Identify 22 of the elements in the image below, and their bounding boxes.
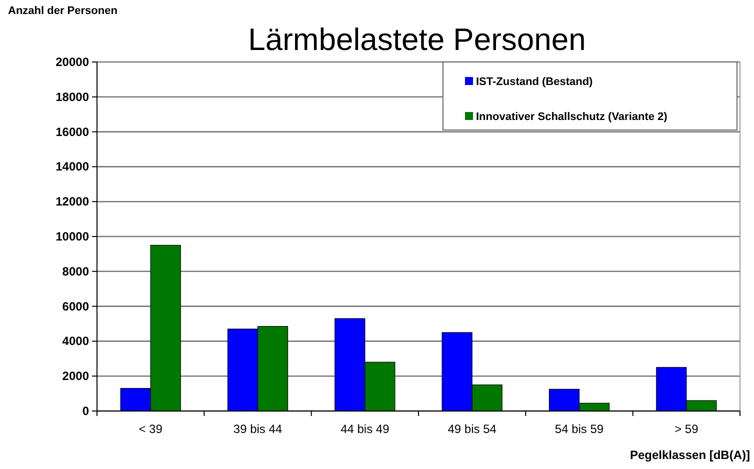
y-tick-label: 14000 — [56, 160, 90, 174]
y-tick-label: 2000 — [62, 369, 90, 384]
y-tick-label: 8000 — [62, 264, 90, 278]
x-tick-label: 44 bis 49 — [340, 422, 390, 436]
x-tick-label: 54 bis 59 — [554, 422, 604, 436]
y-axis-title: Anzahl der Personen — [8, 5, 118, 17]
y-tick-label: 10000 — [56, 230, 90, 244]
legend-label: IST-Zustand (Bestand) — [476, 76, 594, 88]
x-tick-label: 39 bis 44 — [233, 422, 282, 436]
y-tick-label: 6000 — [62, 299, 90, 314]
x-tick-label: < 39 — [138, 422, 163, 436]
y-tick-label: 16000 — [56, 124, 90, 139]
x-tick-label: 49 bis 54 — [448, 422, 497, 436]
y-tick-label: 0 — [82, 404, 90, 418]
y-tick-label: 20000 — [56, 55, 90, 69]
legend-label: Innovativer Schallschutz (Variante 2) — [476, 111, 668, 123]
y-tick-label: 4000 — [62, 334, 90, 348]
chart-title: Lärmbelastete Personen — [248, 22, 586, 57]
y-tick-label: 12000 — [56, 194, 90, 209]
y-tick-label: 18000 — [56, 90, 90, 104]
x-axis-title: Pegelklassen [dB(A)] — [630, 448, 750, 462]
x-tick-label: > 59 — [674, 422, 699, 436]
